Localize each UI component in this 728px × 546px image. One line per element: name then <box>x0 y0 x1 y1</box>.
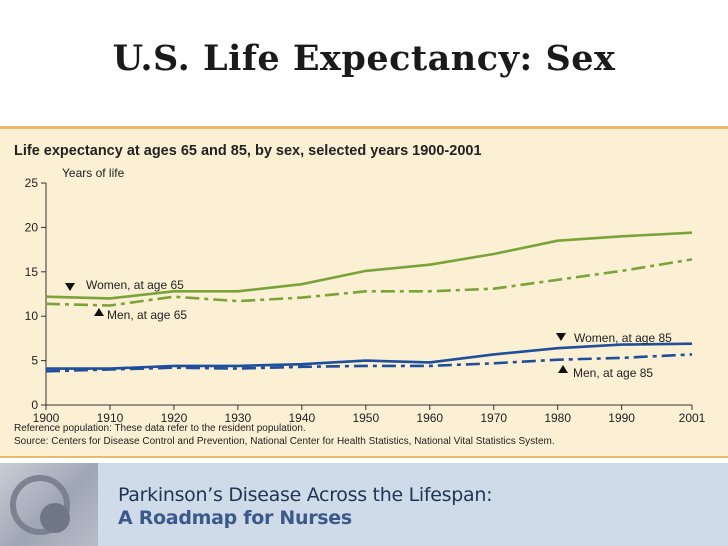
y-axis-label: Years of life <box>62 166 125 180</box>
x-tick-label: 1910 <box>97 411 124 425</box>
y-tick-label: 5 <box>31 354 38 368</box>
slide-title: U.S. Life Expectancy: Sex <box>112 38 616 79</box>
annotations: Women, at age 65 Men, at age 65 Women, at … <box>65 278 672 380</box>
x-tick-label: 1970 <box>480 411 507 425</box>
chart-title: Life expectancy at ages 65 and 85, by se… <box>14 143 482 159</box>
stethoscope-image <box>0 463 98 546</box>
marker-up-icon <box>558 365 568 373</box>
chart-panel: Life expectancy at ages 65 and 85, by se… <box>0 126 728 458</box>
x-tick-label: 1920 <box>161 411 188 425</box>
annotation-label: Women, at age 85 <box>574 331 672 345</box>
footer-subtitle: A Roadmap for Nurses <box>118 507 352 529</box>
x-tick-label: 1930 <box>225 411 252 425</box>
x-tick-label: 1990 <box>608 411 635 425</box>
annotation-label: Men, at age 65 <box>107 308 187 322</box>
source-note: Source: Centers for Disease Control and … <box>14 436 555 447</box>
series-line-2 <box>45 258 693 307</box>
series-line-3 <box>46 342 693 370</box>
annotation-label: Men, at age 85 <box>573 366 653 380</box>
life-expectancy-chart: Life expectancy at ages 65 and 85, by se… <box>14 143 706 447</box>
footer-banner <box>0 463 728 546</box>
annotation-label: Women, at age 65 <box>86 278 184 292</box>
marker-down-icon <box>556 333 566 341</box>
axes: 0 5 10 15 20 25 1900 1910 1920 1930 1940 1950 1960 19… <box>25 176 706 425</box>
reference-note: Reference population: These data refer t… <box>14 423 306 434</box>
series-lines <box>45 231 693 373</box>
y-tick-label: 10 <box>25 309 39 323</box>
y-tick-label: 0 <box>31 398 38 412</box>
y-tick-label: 15 <box>25 265 39 279</box>
x-tick-label: 2001 <box>679 411 706 425</box>
x-tick-label: 1940 <box>288 411 315 425</box>
x-tick-label: 1960 <box>416 411 443 425</box>
y-tick-label: 25 <box>25 176 39 190</box>
marker-up-icon <box>94 308 104 316</box>
x-tick-label: 1980 <box>544 411 571 425</box>
series-line-1 <box>45 231 693 300</box>
marker-down-icon <box>65 283 75 291</box>
y-tick-label: 20 <box>25 220 39 234</box>
footer-text: Parkinson’s Disease Across the Lifespan:… <box>118 484 492 530</box>
x-tick-label: 1950 <box>352 411 379 425</box>
x-tick-label: 1900 <box>33 411 60 425</box>
series-line-4 <box>45 353 693 373</box>
footer-title: Parkinson’s Disease Across the Lifespan: <box>118 484 493 506</box>
